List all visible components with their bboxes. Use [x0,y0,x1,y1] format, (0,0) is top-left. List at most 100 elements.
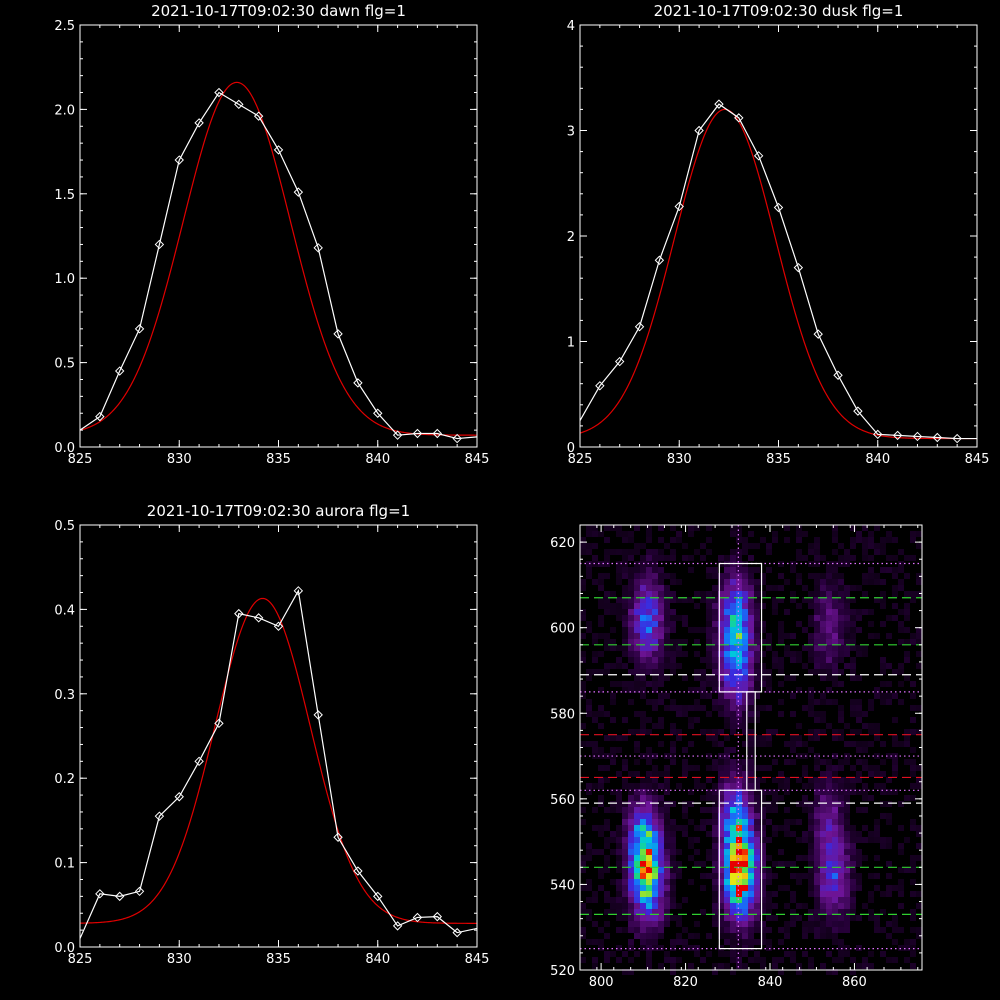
data-point [634,322,645,332]
heatmap-cell [838,885,844,891]
heatmap-cell [712,669,718,675]
heatmap-cell [718,951,724,957]
heatmap-cell [634,525,640,531]
heatmap-cell [808,549,814,555]
heatmap-cell [874,885,880,891]
heatmap-cell [634,597,640,603]
heatmap-cell [634,831,640,837]
heatmap-cell [748,717,754,723]
heatmap-cell [850,957,856,963]
heatmap-cell [886,819,892,825]
heatmap-cell [628,651,634,657]
heatmap-cell [706,615,712,621]
heatmap-cell [682,759,688,765]
y-tick-label: 580 [550,707,575,722]
heatmap-cell [856,849,862,855]
heatmap-cell [868,837,874,843]
heatmap-cell [844,885,850,891]
heatmap-cell [862,651,868,657]
heatmap-cell [724,807,730,813]
heatmap-cell [634,585,640,591]
heatmap-cell [820,813,826,819]
heatmap-cell [712,657,718,663]
heatmap-cell [706,729,712,735]
heatmap-cell [664,573,670,579]
heatmap-cell [784,777,790,783]
heatmap-cell [886,801,892,807]
heatmap-cell [844,789,850,795]
heatmap-cell [862,573,868,579]
heatmap-cell [664,633,670,639]
heatmap-cell [808,927,814,933]
heatmap-cell [652,567,658,573]
heatmap-cell [712,585,718,591]
heatmap-cell [706,681,712,687]
heatmap-cell [910,633,916,639]
heatmap-cell [856,675,862,681]
heatmap-cell [838,849,844,855]
data-point [952,433,962,444]
heatmap-cell [688,555,694,561]
heatmap-cell [754,879,760,885]
heatmap-cell [760,963,766,969]
heatmap-cell [826,759,832,765]
heatmap-cell [634,627,640,633]
heatmap-cell [658,645,664,651]
heatmap-cell [652,753,658,759]
heatmap-cell [874,723,880,729]
heatmap-cell [718,687,724,693]
data-point [293,586,304,596]
heatmap-cell [814,549,820,555]
data-point [114,891,125,902]
heatmap-cell [598,597,604,603]
heatmap-cell [628,873,634,879]
heatmap-cell [760,813,766,819]
heatmap-cell [856,747,862,753]
heatmap-cell [742,615,748,621]
heatmap-cell [838,915,844,921]
heatmap-cell [610,645,616,651]
heatmap-cell [700,657,706,663]
heatmap-cell [592,939,598,945]
data-point [174,792,184,802]
heatmap-cell [814,645,820,651]
heatmap-cell [826,723,832,729]
heatmap-cell [670,825,676,831]
data-point [194,756,204,767]
heatmap-cell [670,837,676,843]
heatmap-cell [670,555,676,561]
heatmap-cell [784,951,790,957]
heatmap-cell [916,729,922,735]
heatmap-cell [628,927,634,933]
heatmap-cell [808,633,814,639]
heatmap-cell [868,573,874,579]
heatmap-cell [820,783,826,789]
data-point [892,430,903,441]
heatmap-cell [664,663,670,669]
heatmap-cell [838,573,844,579]
heatmap-cell [718,657,724,663]
heatmap-cell [664,825,670,831]
heatmap-cell [844,879,850,885]
heatmap-cell [694,837,700,843]
heatmap-cell [628,957,634,963]
heatmap-cell [904,639,910,645]
heatmap-cell [892,771,898,777]
heatmap-cell [724,621,730,627]
heatmap-cell [808,669,814,675]
heatmap-cell [736,639,742,645]
heatmap-cell [754,855,760,861]
heatmap-cell [748,939,754,945]
heatmap-cell [808,921,814,927]
heatmap-cell [748,639,754,645]
heatmap-cell [832,927,838,933]
heatmap-cell [736,897,742,903]
heatmap-cell [634,759,640,765]
heatmap-cell [754,819,760,825]
heatmap-cell [880,783,886,789]
heatmap-cell [862,555,868,561]
heatmap-cell [916,531,922,537]
heatmap-cell [868,723,874,729]
heatmap-cell [898,621,904,627]
heatmap-cell [778,699,784,705]
